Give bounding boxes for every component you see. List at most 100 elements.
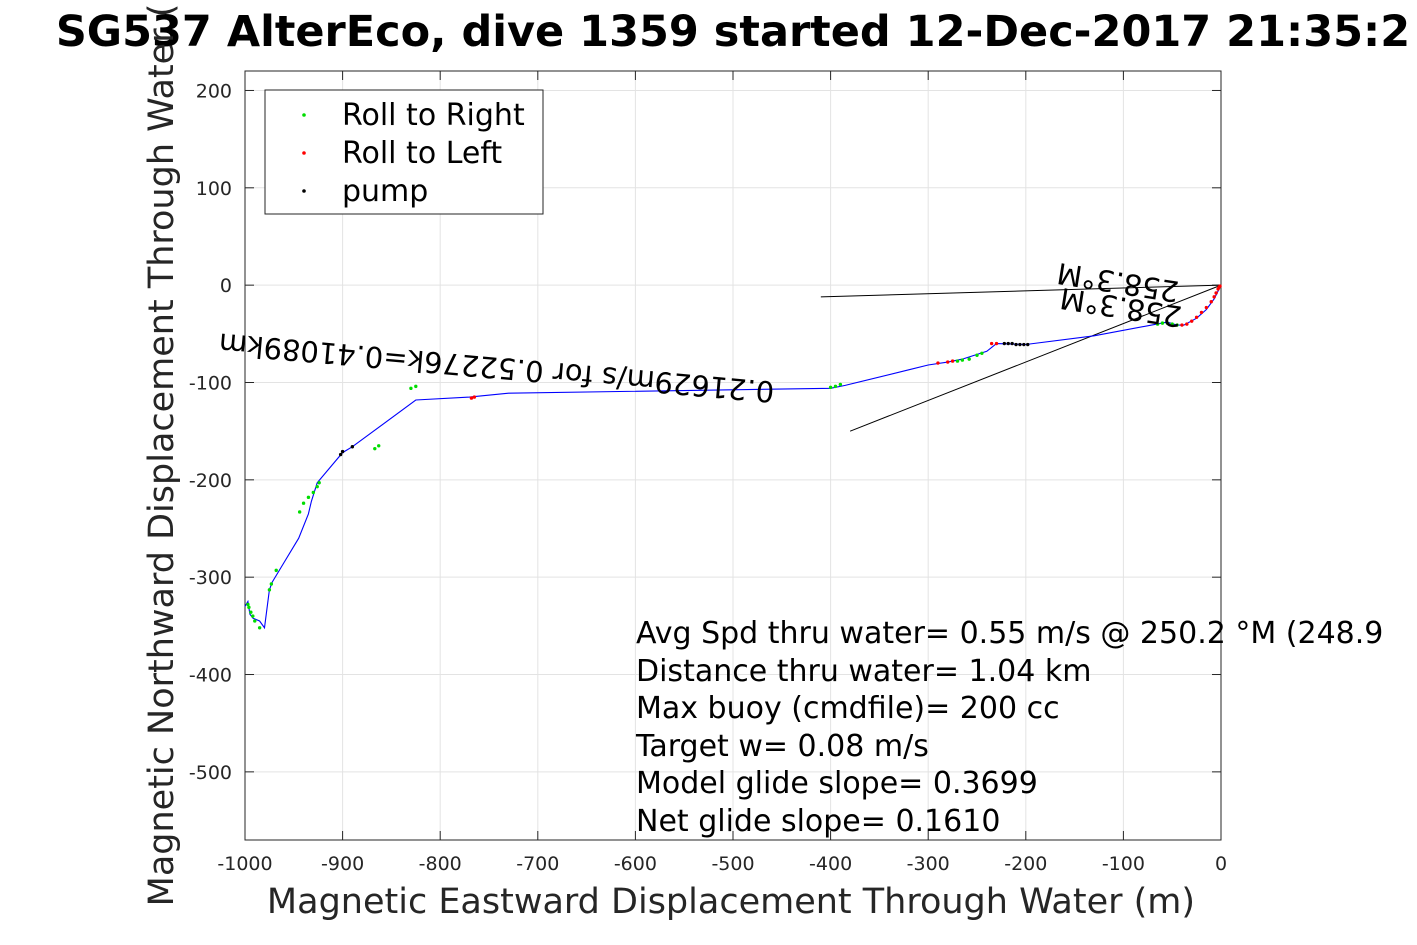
roll-right-point bbox=[409, 386, 413, 391]
roll-right-point bbox=[267, 588, 272, 592]
roll-right-point bbox=[1160, 321, 1165, 325]
y-tick-label: 0 bbox=[220, 275, 232, 297]
reference-line-dac bbox=[820, 284, 1222, 298]
roll-left-point bbox=[1204, 305, 1209, 310]
chart-title: SG537 AlterEco, dive 1359 started 12-Dec… bbox=[56, 7, 1410, 57]
stat-distance: Distance thru water= 1.04 km bbox=[636, 654, 1091, 689]
roll-right-point bbox=[967, 357, 971, 361]
roll-left-point bbox=[1194, 315, 1199, 319]
x-tick-label: -700 bbox=[516, 853, 559, 875]
y-tick-label: -200 bbox=[189, 470, 232, 492]
x-tick-label: -300 bbox=[907, 853, 950, 875]
x-tick-label: -100 bbox=[1102, 853, 1145, 875]
roll-right-point bbox=[317, 481, 321, 485]
roll-right-point bbox=[975, 353, 979, 357]
roll-right-point bbox=[1175, 323, 1179, 327]
legend-right-marker bbox=[302, 113, 306, 117]
roll-right-point bbox=[1155, 322, 1160, 326]
roll-right-point bbox=[980, 351, 984, 355]
roll-right-point bbox=[315, 484, 319, 489]
x-tick-label: -400 bbox=[809, 853, 852, 875]
y-tick-label: -100 bbox=[189, 372, 232, 394]
pump-point bbox=[338, 452, 343, 457]
pump-point bbox=[1026, 342, 1030, 347]
legend-pump-label: pump bbox=[342, 174, 428, 209]
pump-point bbox=[340, 449, 345, 454]
legend-pump-marker bbox=[302, 189, 306, 193]
roll-right-point bbox=[828, 385, 833, 390]
roll-right-point bbox=[833, 384, 838, 389]
y-tick-label: 200 bbox=[196, 80, 232, 102]
pump-point bbox=[1010, 341, 1014, 346]
roll-right-point bbox=[838, 382, 843, 387]
stat-target-w: Target w= 0.08 m/s bbox=[635, 729, 929, 764]
pump-point bbox=[1018, 342, 1022, 347]
roll-left-point bbox=[1212, 295, 1216, 299]
reference-lines bbox=[820, 284, 1222, 432]
marker-layer bbox=[246, 284, 1222, 630]
dive-stats: Avg Spd thru water= 0.55 m/s @ 250.2 °M … bbox=[635, 616, 1383, 839]
roll-right-point bbox=[274, 568, 278, 573]
x-tick-label: -500 bbox=[711, 853, 754, 875]
y-tick-label: -300 bbox=[189, 567, 232, 589]
roll-left-point bbox=[1218, 284, 1222, 288]
x-tick-label: -600 bbox=[614, 853, 657, 875]
pump-point bbox=[350, 445, 355, 449]
y-tick-label: -500 bbox=[189, 762, 232, 784]
stat-max-buoy: Max buoy (cmdfile)= 200 cc bbox=[636, 691, 1060, 726]
roll-right-point bbox=[249, 610, 253, 614]
roll-right-point bbox=[301, 501, 306, 505]
legend-left-label: Roll to Left bbox=[342, 136, 502, 171]
axis-ticks: -1000 -900 -800 -700 -600 -500 -400 -300 -200 -10… bbox=[189, 71, 1227, 875]
stat-net-glide: Net glide slope= 0.1610 bbox=[636, 804, 1000, 839]
roll-right-point bbox=[297, 510, 302, 514]
roll-left-point bbox=[1214, 291, 1218, 295]
roll-right-point bbox=[955, 359, 960, 363]
y-axis-label: Magnetic Northward Displacement Through … bbox=[142, 4, 182, 907]
roll-right-point bbox=[377, 444, 381, 448]
roll-left-point bbox=[1180, 323, 1184, 327]
y-tick-label: -400 bbox=[189, 665, 232, 687]
roll-left-point bbox=[994, 341, 999, 346]
reference-line-current bbox=[849, 284, 1222, 432]
x-tick-label: -200 bbox=[1004, 853, 1047, 875]
roll-left-point bbox=[472, 395, 477, 399]
x-tick-label: -800 bbox=[419, 853, 462, 875]
pump-point bbox=[1006, 341, 1010, 346]
roll-right-point bbox=[414, 384, 418, 389]
roll-right-point bbox=[269, 582, 274, 586]
roll-left-point bbox=[950, 359, 955, 363]
pump-point bbox=[1002, 341, 1007, 346]
roll-right-point bbox=[373, 446, 377, 451]
x-tick-label: -900 bbox=[321, 853, 364, 875]
roll-right-point bbox=[311, 490, 316, 495]
roll-left-point bbox=[936, 361, 940, 365]
x-axis-label: Magnetic Eastward Displacement Through W… bbox=[267, 882, 1195, 922]
roll-left-point bbox=[1199, 310, 1204, 315]
roll-right-point bbox=[253, 619, 257, 623]
pump-point bbox=[1022, 342, 1026, 347]
roll-right-point bbox=[247, 605, 251, 610]
roll-left-point bbox=[946, 360, 950, 364]
roll-right-point bbox=[257, 626, 262, 630]
x-tick-label: 0 bbox=[1215, 853, 1227, 875]
y-tick-label: 100 bbox=[196, 178, 232, 200]
roll-right-point bbox=[1170, 322, 1174, 326]
roll-left-point bbox=[989, 341, 994, 346]
roll-right-point bbox=[306, 495, 311, 500]
roll-left-point bbox=[1209, 300, 1213, 304]
roll-right-point bbox=[246, 602, 250, 607]
pump-point bbox=[1014, 342, 1018, 347]
x-tick-label: -1000 bbox=[217, 853, 272, 875]
legend-left-marker bbox=[302, 151, 306, 155]
legend-right-label: Roll to Right bbox=[342, 98, 525, 133]
stat-avg-speed: Avg Spd thru water= 0.55 m/s @ 250.2 °M … bbox=[636, 616, 1383, 651]
roll-right-point bbox=[251, 614, 255, 618]
legend-box bbox=[264, 89, 544, 215]
roll-left-point bbox=[1190, 319, 1194, 323]
roll-right-point bbox=[960, 358, 965, 362]
roll-left-point bbox=[1185, 322, 1189, 326]
roll-right-point bbox=[1165, 321, 1170, 325]
stat-model-glide: Model glide slope= 0.3699 bbox=[636, 766, 1038, 801]
